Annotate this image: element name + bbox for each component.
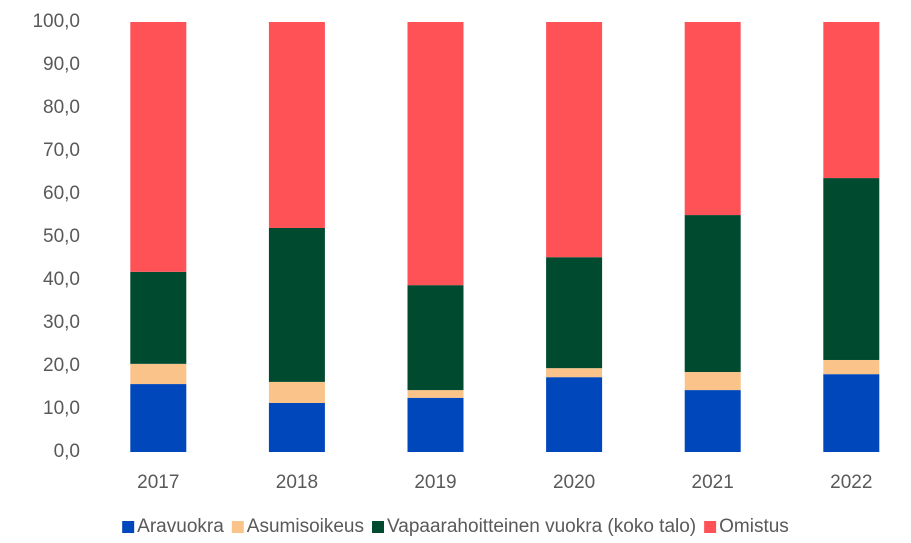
- bar-segment: [268, 22, 325, 228]
- bar-segment: [407, 285, 464, 391]
- y-tick-label: 100,0: [32, 11, 80, 32]
- bar-segment: [130, 22, 187, 272]
- bar-segment: [546, 257, 603, 369]
- y-tick-label: 80,0: [43, 97, 80, 118]
- bar-segment: [268, 381, 325, 403]
- bar-segment: [546, 377, 603, 452]
- legend-swatch: [122, 521, 135, 533]
- bar-segment: [546, 368, 603, 378]
- y-tick-label: 0,0: [54, 441, 80, 462]
- bar-segment: [823, 374, 880, 452]
- x-tick-label: 2020: [553, 472, 595, 493]
- legend-label: Asumisoikeus: [247, 516, 364, 537]
- x-tick-label: 2021: [692, 472, 734, 493]
- legend-label: Aravuokra: [137, 516, 224, 537]
- y-tick-label: 20,0: [43, 355, 80, 376]
- bar-segment: [546, 22, 603, 258]
- bar-segment: [407, 390, 464, 398]
- bar-segment: [268, 227, 325, 382]
- bar-segment: [823, 178, 880, 360]
- legend-swatch: [372, 521, 385, 533]
- y-tick-label: 90,0: [43, 54, 80, 75]
- bar-segment: [130, 271, 187, 364]
- legend: Aravuokra Asumisoikeus Vapaarahoitteinen v…: [122, 516, 789, 537]
- bar-segment: [823, 359, 880, 375]
- bar-segment: [684, 372, 741, 391]
- bar-segment: [684, 390, 741, 452]
- bar-segment: [823, 22, 880, 179]
- y-tick-label: 10,0: [43, 398, 80, 419]
- bar-segment: [684, 215, 741, 373]
- y-tick-label: 60,0: [43, 183, 80, 204]
- bar-segment: [130, 384, 187, 452]
- legend-label: Omistus: [719, 516, 789, 537]
- legend-swatch: [231, 521, 244, 533]
- x-tick-label: 2022: [830, 472, 872, 493]
- bar-segment: [407, 397, 464, 452]
- x-tick-label: 2019: [414, 472, 456, 493]
- y-tick-label: 30,0: [43, 312, 80, 333]
- bar-segment: [684, 22, 741, 216]
- y-tick-label: 70,0: [43, 140, 80, 161]
- y-tick-label: 40,0: [43, 269, 80, 290]
- bar-segment: [268, 402, 325, 452]
- y-tick-label: 50,0: [43, 226, 80, 247]
- bar-segment: [130, 363, 187, 385]
- x-tick-label: 2017: [137, 472, 179, 493]
- x-tick-label: 2018: [276, 472, 318, 493]
- bar-segment: [407, 22, 464, 286]
- legend-swatch: [704, 521, 717, 533]
- legend-label: Vapaarahoitteinen vuokra (koko talo): [387, 516, 696, 537]
